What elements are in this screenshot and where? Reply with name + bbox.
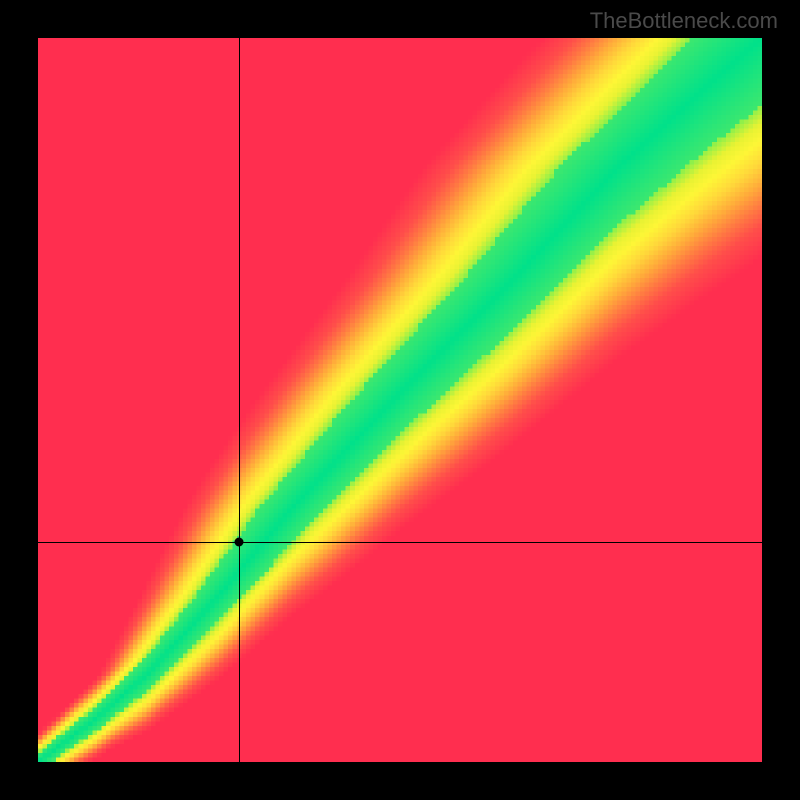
- crosshair-vertical: [239, 38, 240, 762]
- watermark-text: TheBottleneck.com: [590, 8, 778, 34]
- crosshair-horizontal: [38, 542, 762, 543]
- crosshair-marker: [235, 537, 244, 546]
- bottleneck-heatmap: [38, 38, 762, 762]
- heatmap-canvas: [38, 38, 762, 762]
